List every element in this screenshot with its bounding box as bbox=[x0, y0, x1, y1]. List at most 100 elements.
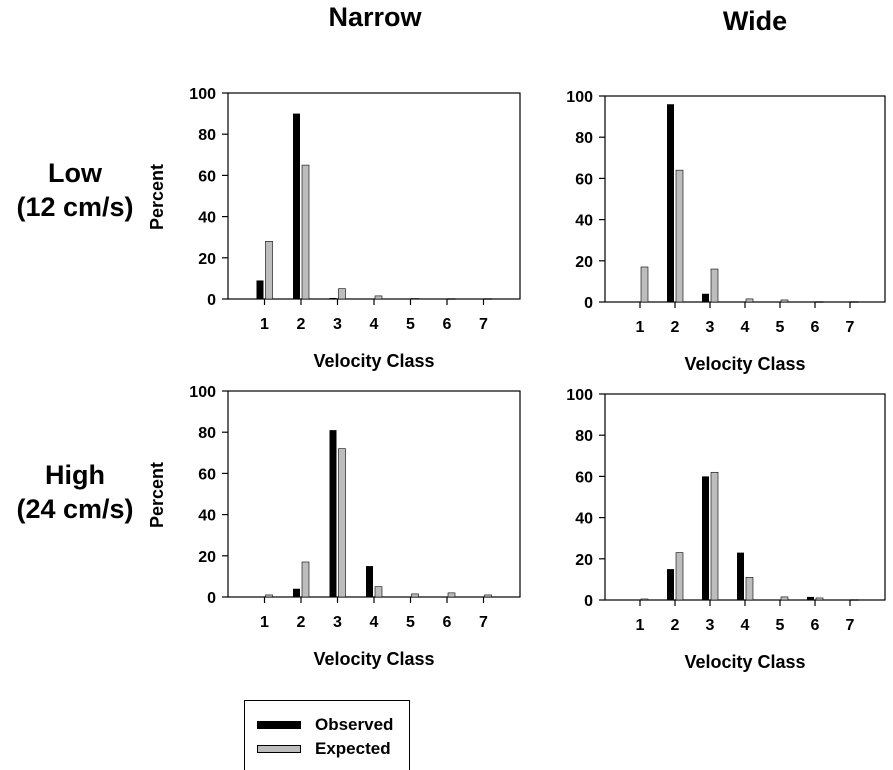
y-tick-label: 0 bbox=[207, 292, 216, 309]
y-tick-label: 100 bbox=[566, 387, 593, 404]
bar-observed bbox=[702, 476, 709, 600]
row-title-high: High (24 cm/s) bbox=[0, 458, 150, 526]
bar-expected bbox=[675, 169, 684, 303]
bar-observed bbox=[329, 297, 337, 299]
y-tick-label: 40 bbox=[198, 508, 216, 525]
y-tick-label: 40 bbox=[575, 213, 593, 230]
y-tick-label: 60 bbox=[575, 171, 593, 188]
x-tick-label: 1 bbox=[260, 614, 269, 631]
x-tick-label: 5 bbox=[776, 319, 785, 336]
bar-expected bbox=[411, 298, 419, 300]
x-tick-label: 4 bbox=[370, 316, 379, 333]
x-tick-label: 6 bbox=[443, 614, 452, 631]
row-title-low-line1: Low bbox=[48, 158, 102, 188]
y-tick-label: 40 bbox=[575, 511, 593, 528]
x-tick-label: 2 bbox=[671, 617, 680, 634]
plot-frame-2 bbox=[227, 390, 521, 598]
x-tick-label: 3 bbox=[706, 617, 715, 634]
bar-expected bbox=[780, 299, 789, 303]
x-tick-label: 2 bbox=[297, 316, 306, 333]
bar-observed bbox=[329, 430, 337, 597]
y-tick-label: 20 bbox=[575, 552, 593, 569]
bar-expected bbox=[745, 577, 754, 601]
bar-expected bbox=[850, 599, 859, 601]
bar-expected bbox=[338, 288, 346, 300]
y-tick-label: 100 bbox=[189, 384, 216, 401]
bar-observed bbox=[293, 588, 300, 597]
bar-expected bbox=[374, 586, 383, 598]
y-tick-label: 60 bbox=[575, 469, 593, 486]
bar-expected bbox=[640, 266, 649, 303]
bar-expected bbox=[484, 298, 492, 300]
bar-observed bbox=[293, 113, 300, 299]
plot-frame-3 bbox=[604, 393, 886, 601]
bar-expected bbox=[301, 561, 310, 598]
bar-observed bbox=[737, 552, 744, 600]
x-tick-label: 5 bbox=[406, 614, 415, 631]
expected-swatch bbox=[257, 745, 301, 753]
legend-item-observed: Observed bbox=[257, 715, 393, 735]
bar-expected bbox=[374, 295, 383, 300]
y-axis-label: Percent bbox=[147, 462, 167, 528]
bar-expected bbox=[710, 471, 719, 601]
bar-expected bbox=[850, 301, 859, 303]
x-tick-label: 7 bbox=[846, 617, 855, 634]
x-axis-label: Velocity Class bbox=[313, 649, 434, 669]
row-title-high-line1: High bbox=[45, 460, 105, 490]
y-tick-label: 80 bbox=[575, 130, 593, 147]
y-tick-label: 20 bbox=[575, 254, 593, 271]
x-tick-label: 6 bbox=[811, 617, 820, 634]
x-tick-label: 5 bbox=[776, 617, 785, 634]
y-tick-label: 20 bbox=[198, 549, 216, 566]
bar-observed bbox=[667, 569, 674, 600]
bar-expected bbox=[815, 597, 824, 601]
y-axis-label: Percent bbox=[147, 164, 167, 230]
bar-expected bbox=[301, 164, 310, 300]
bar-observed bbox=[667, 104, 674, 303]
y-tick-label: 80 bbox=[198, 425, 216, 442]
bar-expected bbox=[447, 298, 456, 300]
x-tick-label: 6 bbox=[811, 319, 820, 336]
legend: Observed Expected bbox=[244, 700, 410, 770]
bar-observed bbox=[366, 566, 373, 597]
column-title-narrow: Narrow bbox=[328, 2, 422, 32]
row-title-high-line2: (24 cm/s) bbox=[16, 494, 134, 524]
y-tick-label: 80 bbox=[575, 428, 593, 445]
bar-expected bbox=[447, 592, 456, 598]
x-tick-label: 1 bbox=[636, 319, 645, 336]
x-tick-label: 1 bbox=[636, 617, 645, 634]
bar-observed bbox=[702, 293, 709, 302]
x-tick-label: 3 bbox=[333, 316, 342, 333]
row-title-low: Low (12 cm/s) bbox=[0, 156, 150, 224]
x-tick-label: 2 bbox=[671, 319, 680, 336]
x-tick-label: 1 bbox=[260, 316, 269, 333]
bar-observed bbox=[256, 280, 264, 299]
x-axis-label: Velocity Class bbox=[313, 351, 434, 371]
x-tick-label: 7 bbox=[479, 614, 488, 631]
bar-expected bbox=[745, 298, 754, 303]
legend-label-observed: Observed bbox=[315, 715, 394, 734]
x-tick-label: 3 bbox=[333, 614, 342, 631]
bar-expected bbox=[710, 268, 719, 303]
x-tick-label: 6 bbox=[443, 316, 452, 333]
x-tick-label: 4 bbox=[370, 614, 379, 631]
row-title-low-line2: (12 cm/s) bbox=[16, 192, 134, 222]
bar-expected bbox=[675, 552, 684, 601]
y-tick-label: 80 bbox=[198, 127, 216, 144]
observed-swatch bbox=[257, 721, 301, 729]
bar-expected bbox=[338, 448, 346, 598]
x-axis-label: Velocity Class bbox=[684, 652, 805, 672]
bar-expected bbox=[411, 593, 419, 598]
y-tick-label: 0 bbox=[584, 593, 593, 610]
bar-expected bbox=[640, 598, 649, 601]
bar-expected bbox=[265, 241, 273, 300]
x-tick-label: 5 bbox=[406, 316, 415, 333]
bar-expected bbox=[265, 594, 273, 598]
x-tick-label: 4 bbox=[741, 617, 750, 634]
bar-expected bbox=[780, 596, 789, 601]
x-tick-label: 7 bbox=[846, 319, 855, 336]
bar-expected bbox=[815, 301, 824, 303]
x-tick-label: 7 bbox=[479, 316, 488, 333]
y-tick-label: 40 bbox=[198, 210, 216, 227]
